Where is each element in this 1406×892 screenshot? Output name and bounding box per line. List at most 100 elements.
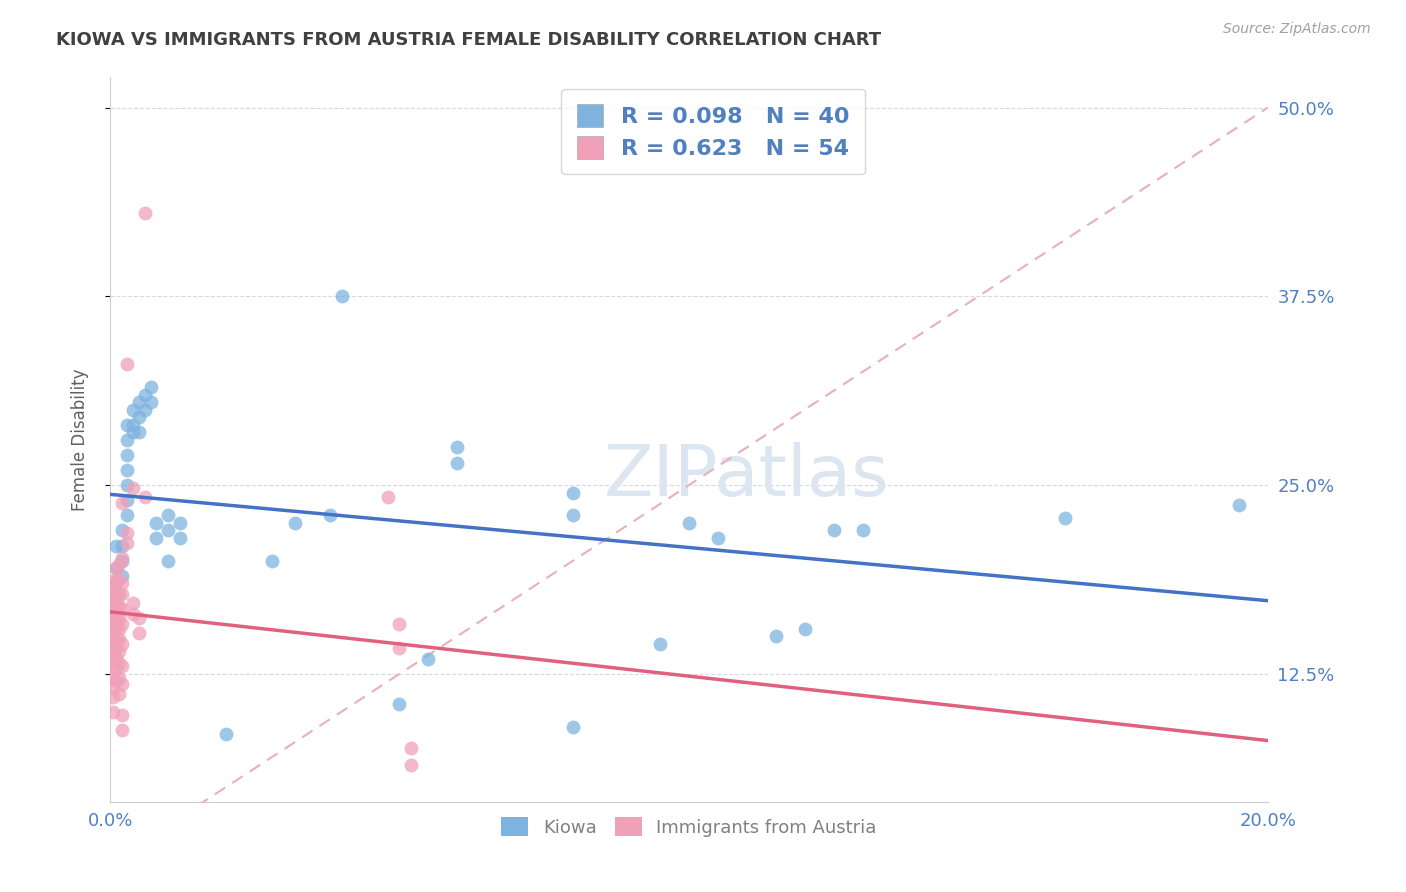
Point (111, 617, 134, 632)
Point (707, 531, 730, 545)
Point (215, 727, 238, 741)
Point (101, 576, 124, 591)
Point (107, 657, 129, 671)
Point (107, 672, 129, 686)
Point (111, 496, 134, 510)
Point (104, 674, 127, 689)
Point (446, 441, 468, 455)
Point (107, 611, 129, 625)
Point (122, 607, 145, 621)
Point (399, 740, 422, 755)
Point (823, 524, 845, 538)
Text: ZIPatlas: ZIPatlas (605, 442, 890, 510)
Point (117, 448, 139, 462)
Point (107, 687, 129, 701)
Point (793, 622, 815, 636)
Point (1227, 498, 1250, 512)
Point (107, 599, 129, 613)
Point (377, 490, 399, 504)
Point (139, 395, 162, 409)
Point (134, 402, 156, 417)
Point (111, 554, 134, 568)
Point (1054, 511, 1077, 525)
Point (388, 617, 411, 632)
Point (122, 596, 145, 610)
Point (145, 531, 167, 545)
Point (139, 380, 162, 394)
Point (122, 417, 145, 432)
Point (117, 433, 139, 447)
Point (104, 576, 127, 591)
Point (101, 614, 124, 628)
Point (104, 650, 127, 665)
Point (111, 723, 134, 737)
Point (111, 659, 134, 673)
Point (648, 637, 671, 651)
Text: Source: ZipAtlas.com: Source: ZipAtlas.com (1223, 22, 1371, 37)
Point (156, 508, 179, 523)
Point (678, 516, 700, 530)
Point (169, 516, 191, 530)
Point (388, 641, 411, 656)
Point (104, 632, 127, 647)
Point (128, 611, 150, 625)
Point (107, 632, 129, 647)
Point (122, 481, 145, 495)
Point (156, 554, 179, 568)
Point (117, 417, 139, 432)
Point (128, 395, 150, 409)
Point (765, 629, 787, 643)
Point (134, 206, 156, 220)
Point (562, 720, 585, 734)
Point (104, 539, 127, 553)
Point (122, 425, 145, 440)
Point (134, 387, 156, 401)
Point (851, 524, 873, 538)
Point (101, 690, 124, 704)
Point (262, 554, 284, 568)
Point (330, 289, 353, 303)
Point (101, 599, 124, 613)
Point (104, 641, 127, 656)
Point (145, 516, 167, 530)
Point (101, 644, 124, 658)
Point (101, 622, 124, 636)
Point (101, 662, 124, 676)
Point (111, 550, 134, 565)
Point (104, 614, 127, 628)
Point (418, 652, 440, 666)
Point (107, 587, 129, 601)
Point (117, 493, 139, 508)
Point (117, 357, 139, 371)
Point (104, 561, 127, 575)
Point (111, 707, 134, 722)
Point (319, 508, 342, 523)
Point (107, 622, 129, 636)
Point (117, 526, 139, 541)
Point (562, 508, 585, 523)
Point (128, 626, 150, 640)
Point (104, 622, 127, 636)
Point (111, 677, 134, 691)
Point (156, 524, 179, 538)
Point (101, 637, 124, 651)
Y-axis label: Female Disability: Female Disability (72, 368, 89, 511)
Point (117, 508, 139, 523)
Point (104, 596, 127, 610)
Point (117, 463, 139, 477)
Point (101, 607, 124, 621)
Point (101, 583, 124, 598)
Point (107, 557, 129, 571)
Point (101, 681, 124, 695)
Point (111, 524, 134, 538)
Point (134, 490, 156, 504)
Point (101, 705, 124, 719)
Point (111, 576, 134, 591)
Point (104, 561, 127, 575)
Point (101, 591, 124, 606)
Point (399, 757, 422, 772)
Point (128, 425, 150, 440)
Point (128, 410, 150, 425)
Point (169, 531, 191, 545)
Point (101, 629, 124, 643)
